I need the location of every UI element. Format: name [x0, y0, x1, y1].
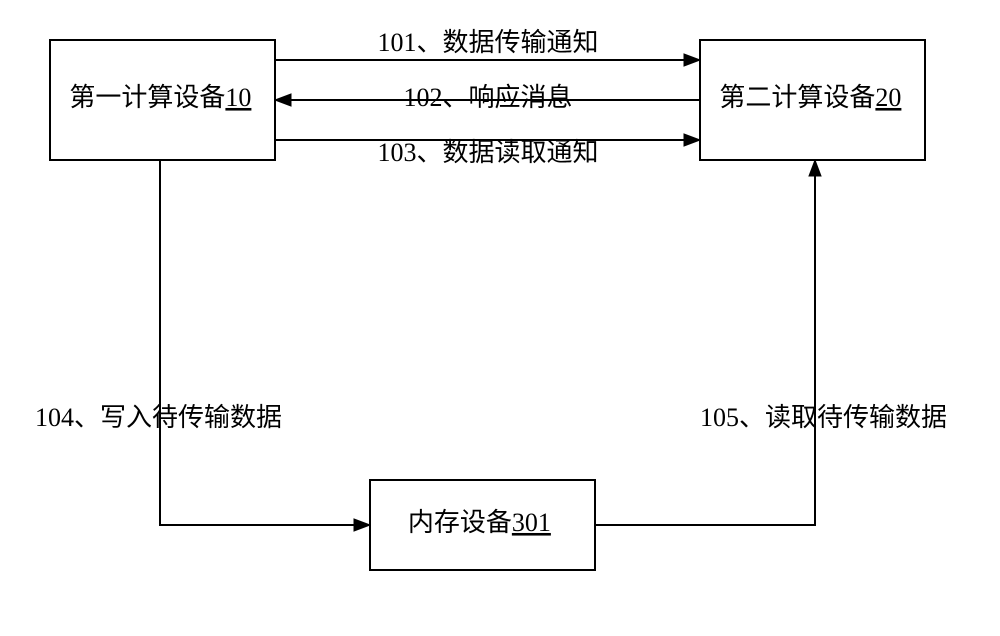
edge-label-e1: 101、数据传输通知 — [377, 28, 598, 57]
edge-label-e3: 103、数据读取通知 — [377, 138, 598, 167]
node-number: 20 — [875, 83, 901, 112]
edge-e2: 102、响应消息 — [275, 83, 700, 112]
node-n2: 第二计算设备20 — [700, 40, 925, 160]
edge-label-e2: 102、响应消息 — [403, 83, 572, 112]
edge-e5: 105、读取待传输数据 — [595, 160, 947, 525]
node-number: 301 — [512, 508, 551, 537]
node-number: 10 — [225, 83, 251, 112]
node-n3: 内存设备301 — [370, 480, 595, 570]
node-label: 内存设备 — [408, 508, 512, 537]
diagram-canvas: 101、数据传输通知 102、响应消息 103、数据读取通知 104、写入待传输数据 1… — [0, 0, 1000, 636]
edge-e4: 104、写入待传输数据 — [35, 160, 370, 531]
edge-label-e4: 104、写入待传输数据 — [35, 403, 282, 432]
node-n1: 第一计算设备10 — [50, 40, 275, 160]
edge-e3: 103、数据读取通知 — [275, 134, 700, 167]
edge-label-e5: 105、读取待传输数据 — [700, 403, 947, 432]
node-label: 第二计算设备 — [719, 83, 875, 112]
edge-e1: 101、数据传输通知 — [275, 28, 700, 66]
node-label: 第一计算设备 — [69, 83, 225, 112]
